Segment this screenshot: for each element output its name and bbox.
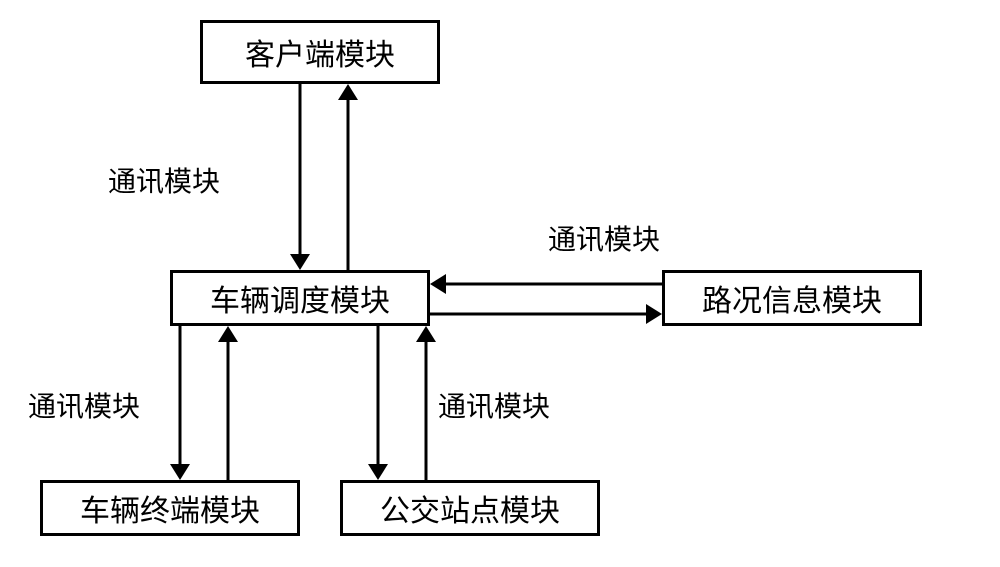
edge-label-dispatch-station: 通讯模块 (438, 385, 550, 425)
edge-label-client-dispatch: 通讯模块 (108, 160, 220, 200)
node-client-label: 客户端模块 (245, 30, 395, 74)
node-dispatch: 车辆调度模块 (170, 270, 430, 326)
diagram-canvas: 客户端模块 车辆调度模块 路况信息模块 车辆终端模块 公交站点模块 通讯模块 通… (0, 0, 1000, 567)
edge-label-dispatch-terminal: 通讯模块 (28, 385, 140, 425)
edge-label-dispatch-road: 通讯模块 (548, 218, 660, 258)
node-road: 路况信息模块 (662, 270, 922, 326)
node-station: 公交站点模块 (340, 480, 600, 536)
node-client: 客户端模块 (200, 20, 440, 84)
node-station-label: 公交站点模块 (380, 486, 560, 530)
node-dispatch-label: 车辆调度模块 (210, 276, 390, 320)
node-road-label: 路况信息模块 (702, 276, 882, 320)
node-terminal-label: 车辆终端模块 (80, 486, 260, 530)
node-terminal: 车辆终端模块 (40, 480, 300, 536)
